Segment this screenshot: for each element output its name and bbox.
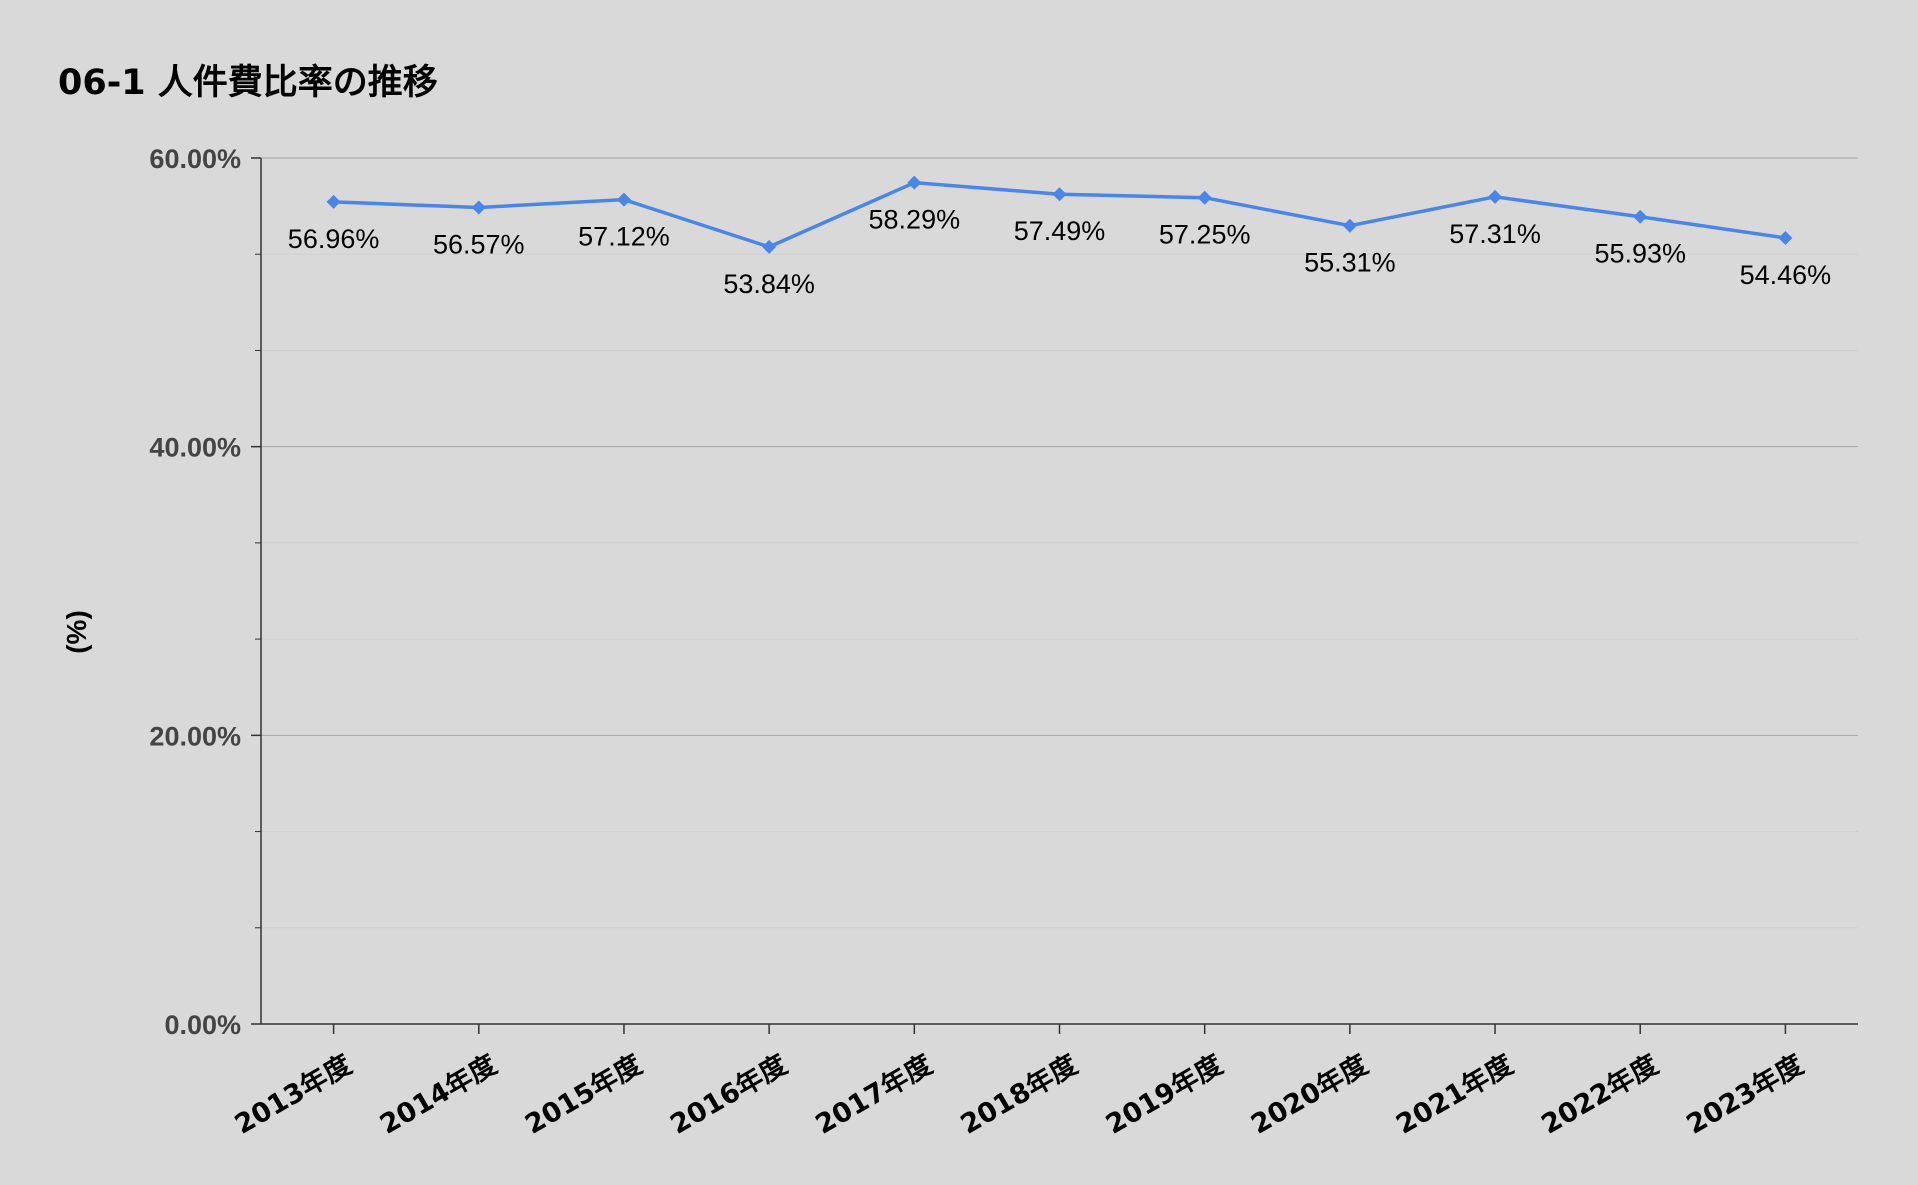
data-label: 57.12% [578,222,670,252]
x-tick-label: 2019年度 [1100,1048,1228,1140]
x-tick-label: 2022年度 [1536,1048,1664,1140]
x-tick-label: 2014年度 [374,1048,502,1140]
y-tick-label: 0.00% [164,1010,241,1040]
data-point-marker [616,192,631,207]
chart-title: 06-1 人件費比率の推移 [58,63,438,103]
x-tick-label: 2021年度 [1391,1048,1519,1140]
x-tick-label: 2018年度 [955,1048,1083,1140]
x-tick-label: 2015年度 [520,1048,648,1140]
data-label: 54.46% [1740,260,1832,290]
x-tick-label: 2013年度 [229,1048,357,1140]
data-point-marker [1633,209,1648,224]
data-point-marker [1052,187,1067,202]
data-label: 56.57% [433,230,525,260]
data-point-marker [1488,189,1503,204]
data-point-marker [762,239,777,254]
data-label: 55.93% [1594,239,1686,269]
y-tick-label: 20.00% [149,721,241,751]
x-tick-label: 2017年度 [810,1048,938,1140]
data-label: 57.49% [1014,216,1106,246]
data-label: 56.96% [288,224,380,254]
data-label: 57.25% [1159,220,1251,250]
data-point-marker [326,194,341,209]
x-tick-label: 2020年度 [1246,1048,1374,1140]
data-point-marker [1778,230,1793,245]
data-point-marker [1197,190,1212,205]
data-label: 55.31% [1304,248,1396,278]
data-label: 53.84% [723,269,815,299]
data-point-marker [471,200,486,215]
data-label: 58.29% [869,205,961,235]
y-tick-label: 40.00% [149,433,241,463]
x-tick-label: 2016年度 [665,1048,793,1140]
x-tick-label: 2023年度 [1681,1048,1809,1140]
y-tick-label: 60.00% [149,144,241,174]
data-point-marker [1342,218,1357,233]
data-point-marker [907,175,922,190]
data-label: 57.31% [1449,219,1541,249]
